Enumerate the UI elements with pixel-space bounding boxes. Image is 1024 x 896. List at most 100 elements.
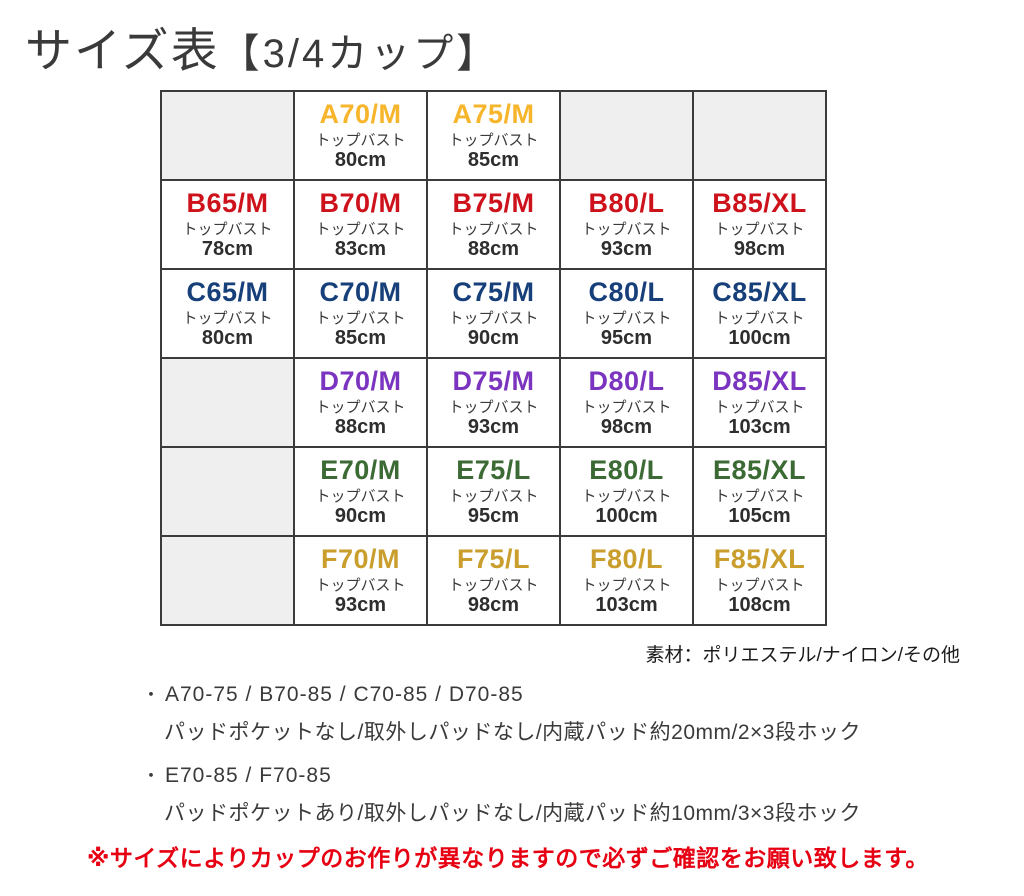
top-bust-label: トップバスト xyxy=(581,576,672,594)
size-cell-A75-M: A75/M トップバスト 85cm xyxy=(428,92,559,179)
top-bust-label: トップバスト xyxy=(448,398,539,416)
size-label: F70/M xyxy=(320,543,401,574)
note-sizes: ・ E70-85 / F70-85 xyxy=(142,762,861,788)
bust-value: 83cm xyxy=(334,238,387,261)
size-label: E70/M xyxy=(320,454,401,485)
bust-value: 88cm xyxy=(467,238,520,261)
top-bust-label: トップバスト xyxy=(315,398,406,416)
top-bust-label: トップバスト xyxy=(315,309,406,327)
size-label: B85/XL xyxy=(712,187,807,218)
bust-value: 100cm xyxy=(728,327,791,350)
bust-value: 100cm xyxy=(595,505,658,528)
size-cell-C65-M: C65/M トップバスト 80cm xyxy=(162,270,293,357)
size-label: D80/L xyxy=(588,365,665,396)
note-sizes-text: A70-75 / B70-85 / C70-85 / D70-85 xyxy=(165,683,524,706)
size-cell-C80-L: C80/L トップバスト 95cm xyxy=(561,270,692,357)
top-bust-label: トップバスト xyxy=(581,309,672,327)
size-label: B70/M xyxy=(319,187,402,218)
top-bust-label: トップバスト xyxy=(714,220,805,238)
material-note: 素材：ポリエステル/ナイロン/その他 xyxy=(645,645,960,666)
bust-value: 80cm xyxy=(334,149,387,172)
bust-value: 103cm xyxy=(595,594,658,617)
empty-cell xyxy=(162,448,293,535)
size-cell-E75-L: E75/L トップバスト 95cm xyxy=(428,448,559,535)
size-label: C65/M xyxy=(186,276,269,307)
size-label: A70/M xyxy=(319,98,402,129)
size-label: E75/L xyxy=(456,454,531,485)
size-cell-F75-L: F75/L トップバスト 98cm xyxy=(428,537,559,624)
size-label: D75/M xyxy=(452,365,535,396)
size-cell-E70-M: E70/M トップバスト 90cm xyxy=(295,448,426,535)
page-title-bracket: 【3/4カップ】 xyxy=(219,32,500,76)
size-label: C70/M xyxy=(319,276,402,307)
size-cell-F80-L: F80/L トップバスト 103cm xyxy=(561,537,692,624)
size-label: C80/L xyxy=(588,276,665,307)
bust-value: 108cm xyxy=(728,594,791,617)
size-label: E80/L xyxy=(589,454,664,485)
bust-value: 98cm xyxy=(600,416,653,439)
top-bust-label: トップバスト xyxy=(182,309,273,327)
note-detail: パッドポケットあり/取外しパッドなし/内蔵パッド約10mm/3×3段ホック xyxy=(164,802,861,825)
top-bust-label: トップバスト xyxy=(315,220,406,238)
top-bust-label: トップバスト xyxy=(714,487,805,505)
top-bust-label: トップバスト xyxy=(315,487,406,505)
top-bust-label: トップバスト xyxy=(448,487,539,505)
bust-value: 93cm xyxy=(467,416,520,439)
bust-value: 78cm xyxy=(201,238,254,261)
size-cell-F70-M: F70/M トップバスト 93cm xyxy=(295,537,426,624)
empty-cell xyxy=(162,537,293,624)
size-cell-C75-M: C75/M トップバスト 90cm xyxy=(428,270,559,357)
size-cell-D85-XL: D85/XL トップバスト 103cm xyxy=(694,359,825,446)
bust-value: 98cm xyxy=(733,238,786,261)
page-title: サイズ表【3/4カップ】 xyxy=(25,12,499,81)
size-label: B80/L xyxy=(588,187,665,218)
size-cell-B75-M: B75/M トップバスト 88cm xyxy=(428,181,559,268)
top-bust-label: トップバスト xyxy=(448,309,539,327)
bust-value: 103cm xyxy=(728,416,791,439)
bust-value: 95cm xyxy=(467,505,520,528)
size-label: B65/M xyxy=(186,187,269,218)
top-bust-label: トップバスト xyxy=(182,220,273,238)
note-sizes: ・ A70-75 / B70-85 / C70-85 / D70-85 xyxy=(142,681,861,707)
page-title-main: サイズ表 xyxy=(25,24,220,77)
size-label: C75/M xyxy=(452,276,535,307)
size-table: A70/M トップバスト 80cm A75/M トップバスト 85cm B65/M トップバス… xyxy=(160,90,827,626)
size-label: D70/M xyxy=(319,365,402,396)
empty-cell xyxy=(162,92,293,179)
top-bust-label: トップバスト xyxy=(448,576,539,594)
size-label: A75/M xyxy=(452,98,535,129)
bust-value: 93cm xyxy=(334,594,387,617)
bust-value: 85cm xyxy=(334,327,387,350)
size-label: F75/L xyxy=(456,543,531,574)
size-cell-E85-XL: E85/XL トップバスト 105cm xyxy=(694,448,825,535)
size-cell-C70-M: C70/M トップバスト 85cm xyxy=(295,270,426,357)
size-label: F85/XL xyxy=(713,543,806,574)
size-label: B75/M xyxy=(452,187,535,218)
top-bust-label: トップバスト xyxy=(581,487,672,505)
top-bust-label: トップバスト xyxy=(315,131,406,149)
empty-cell xyxy=(694,92,825,179)
top-bust-label: トップバスト xyxy=(714,398,805,416)
bust-value: 95cm xyxy=(600,327,653,350)
bust-value: 98cm xyxy=(467,594,520,617)
note-sizes-text: E70-85 / F70-85 xyxy=(165,764,332,787)
size-label: C85/XL xyxy=(712,276,807,307)
size-cell-D80-L: D80/L トップバスト 98cm xyxy=(561,359,692,446)
size-cell-B80-L: B80/L トップバスト 93cm xyxy=(561,181,692,268)
bust-value: 105cm xyxy=(728,505,791,528)
warning-note: ※サイズによりカップのお作りが異なりますので必ずご確認をお願い致します。 xyxy=(87,845,929,871)
top-bust-label: トップバスト xyxy=(448,131,539,149)
top-bust-label: トップバスト xyxy=(448,220,539,238)
note-item: ・ E70-85 / F70-85 パッドポケットあり/取外しパッドなし/内蔵パッド… xyxy=(142,762,861,827)
size-cell-F85-XL: F85/XL トップバスト 108cm xyxy=(694,537,825,624)
bust-value: 80cm xyxy=(201,327,254,350)
bust-value: 90cm xyxy=(467,327,520,350)
size-cell-B65-M: B65/M トップバスト 78cm xyxy=(162,181,293,268)
size-cell-A70-M: A70/M トップバスト 80cm xyxy=(295,92,426,179)
bust-value: 90cm xyxy=(334,505,387,528)
size-label: E85/XL xyxy=(712,454,807,485)
note-detail: パッドポケットなし/取外しパッドなし/内蔵パッド約20mm/2×3段ホック xyxy=(164,721,861,744)
notes-list: ・ A70-75 / B70-85 / C70-85 / D70-85 パッドポケッ… xyxy=(142,681,861,843)
empty-cell xyxy=(162,359,293,446)
note-item: ・ A70-75 / B70-85 / C70-85 / D70-85 パッドポケッ… xyxy=(142,681,861,746)
